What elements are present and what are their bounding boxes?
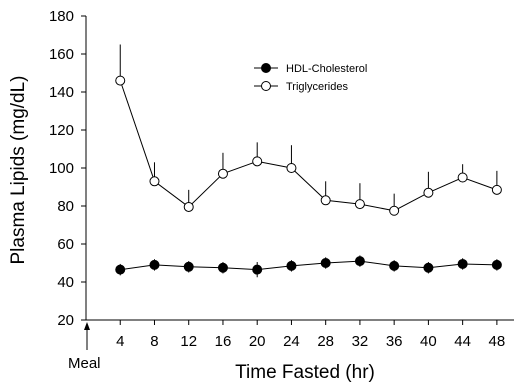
- data-point: [286, 163, 297, 173]
- y-tick-label: 140: [49, 84, 74, 101]
- data-point: [183, 261, 194, 272]
- data-point: [115, 75, 126, 86]
- legend-label: HDL-Cholesterol: [286, 63, 367, 75]
- y-tick-label: 120: [49, 122, 74, 139]
- meal-annotation: Meal: [68, 322, 101, 372]
- y-tick-label: 60: [57, 236, 74, 253]
- data-point: [217, 262, 228, 273]
- data-point: [320, 195, 331, 206]
- series-line: [119, 80, 498, 212]
- legend-marker: [261, 63, 271, 73]
- x-tick-label: 48: [489, 333, 506, 350]
- series: [115, 44, 502, 278]
- data-point: [423, 262, 434, 273]
- series-line: [120, 260, 497, 271]
- x-tick-label: 16: [215, 333, 232, 350]
- x-tick-label: 36: [386, 333, 403, 350]
- x-tick-label: 32: [352, 333, 369, 350]
- x-tick-label: 4: [116, 333, 124, 350]
- x-tick-label: 12: [180, 333, 197, 350]
- x-tick-label: 8: [150, 333, 158, 350]
- data-point: [149, 259, 160, 270]
- data-point: [115, 264, 126, 275]
- legend-label: Triglycerides: [286, 81, 348, 93]
- y-tick-label: 180: [49, 8, 74, 25]
- data-point: [354, 199, 365, 210]
- data-point: [423, 187, 434, 198]
- x-tick-label: 40: [420, 333, 437, 350]
- x-tick-label: 28: [317, 333, 334, 350]
- x-axis-title: Time Fasted (hr): [235, 362, 375, 383]
- meal-arrow-head: [84, 322, 90, 330]
- data-point: [491, 259, 502, 270]
- x-tick-label: 24: [283, 333, 300, 350]
- data-point: [457, 258, 468, 269]
- data-point: [286, 260, 297, 271]
- data-point: [354, 256, 365, 267]
- data-point: [389, 205, 400, 216]
- legend: HDL-Cholesterol Triglycerides: [254, 63, 367, 93]
- y-tick-label: 100: [49, 160, 74, 177]
- meal-label: Meal: [68, 355, 101, 372]
- y-axis-title: Plasma Lipids (mg/dL): [8, 75, 29, 264]
- data-point: [252, 264, 263, 275]
- data-point: [252, 156, 263, 167]
- data-point: [320, 258, 331, 268]
- series-hdl-cholesterol: [115, 255, 502, 278]
- y-tick-label: 40: [57, 274, 74, 291]
- y-tick-label: 80: [57, 198, 74, 215]
- data-point: [149, 176, 160, 187]
- data-point: [491, 184, 502, 195]
- data-point: [183, 201, 194, 212]
- legend-marker: [261, 81, 271, 91]
- y-tick-label: 20: [57, 312, 74, 329]
- series-triglycerides: [115, 44, 502, 216]
- data-point: [457, 172, 468, 183]
- y-tick-label: 160: [49, 46, 74, 63]
- x-tick-label: 20: [249, 333, 266, 350]
- x-tick-label: 44: [454, 333, 471, 350]
- data-point: [389, 260, 400, 271]
- data-point: [217, 168, 228, 179]
